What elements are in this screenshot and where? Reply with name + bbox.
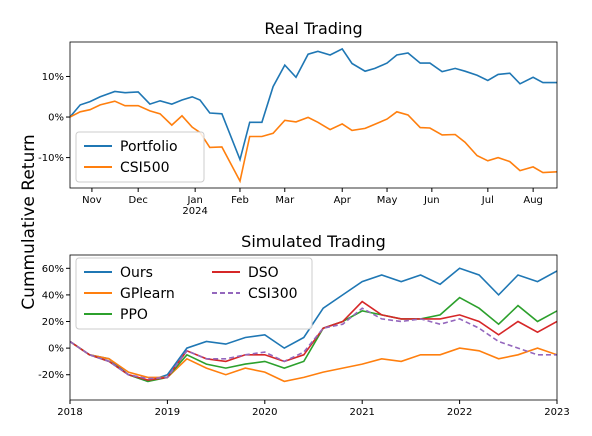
legend-box xyxy=(75,257,313,330)
plot-frame xyxy=(69,254,558,401)
y-tick-label: 60% xyxy=(42,264,64,275)
series-line xyxy=(70,100,557,184)
chart-title: Simulated Trading xyxy=(241,232,386,251)
x-tick-label: 2023 xyxy=(544,407,569,418)
series-line xyxy=(70,296,557,383)
y-tick-label: 40% xyxy=(42,290,64,301)
legend-label: Portfolio xyxy=(120,139,178,155)
y-tick-label: -20% xyxy=(38,370,64,381)
y-axis-label: Cummulative Return xyxy=(19,134,39,309)
legend-label: DSO xyxy=(248,265,279,281)
x-tick-label: 2019 xyxy=(155,407,180,418)
x-tick-label: Aug xyxy=(523,195,543,206)
x-tick-label: Feb xyxy=(231,195,249,206)
x-tick-label: Jan 2024 xyxy=(182,195,207,217)
legend-label: CSI500 xyxy=(120,160,170,176)
y-tick-label: 10% xyxy=(42,72,64,83)
x-tick-label: 2020 xyxy=(252,407,277,418)
x-tick-label: 2021 xyxy=(349,407,374,418)
x-tick-label: Jun xyxy=(423,195,440,206)
legend-label: GPlearn xyxy=(120,286,175,302)
x-tick-label: Nov xyxy=(82,195,102,206)
legend-label: CSI300 xyxy=(248,286,298,302)
x-tick-label: Apr xyxy=(334,195,352,206)
legend-box xyxy=(75,131,205,183)
x-tick-label: 2018 xyxy=(57,407,82,418)
plot-frame xyxy=(69,41,558,189)
y-tick-label: 20% xyxy=(42,317,64,328)
series-line xyxy=(70,307,557,380)
series-line xyxy=(70,340,557,383)
x-tick-label: Mar xyxy=(275,195,295,206)
y-tick-label: 0% xyxy=(48,344,64,355)
x-tick-label: May xyxy=(377,195,398,206)
series-line xyxy=(70,47,557,163)
y-tick-label: -10% xyxy=(38,153,64,164)
chart-title: Real Trading xyxy=(264,19,362,38)
legend-label: Ours xyxy=(120,265,153,281)
y-tick-label: 0% xyxy=(48,113,64,124)
x-tick-label: Dec xyxy=(129,195,148,206)
legend-label: PPO xyxy=(120,307,148,323)
x-tick-label: Jul xyxy=(481,195,494,206)
series-line xyxy=(70,300,557,381)
x-tick-label: 2022 xyxy=(447,407,472,418)
